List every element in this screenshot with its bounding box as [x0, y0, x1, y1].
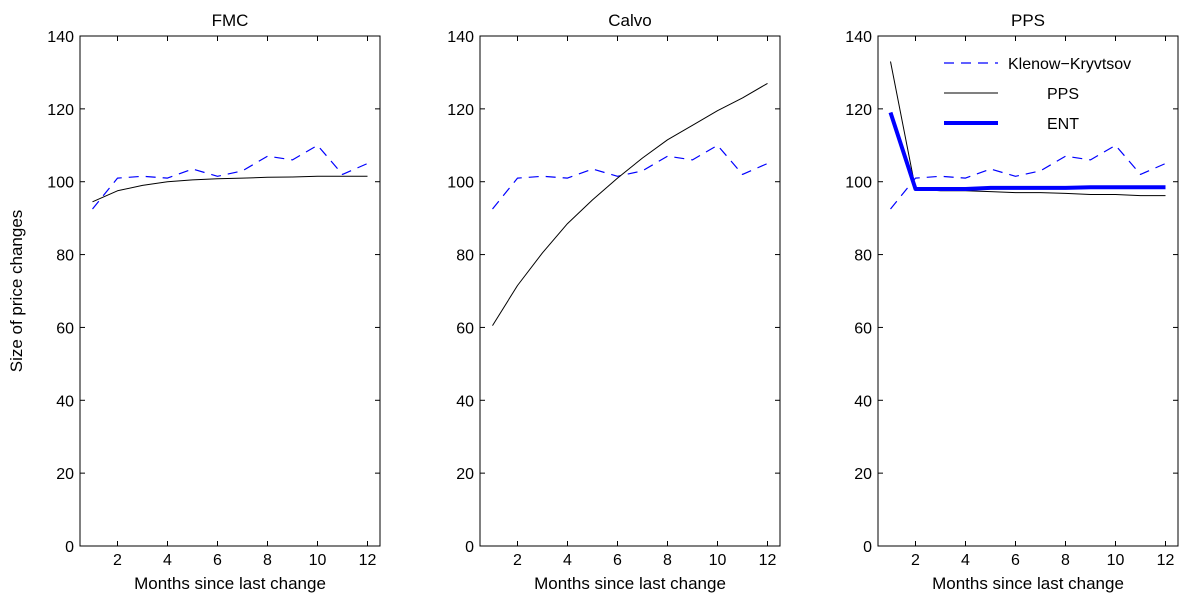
fmc-xlabel: Months since last change — [134, 574, 326, 593]
calvo-xtick-label-4: 4 — [563, 552, 572, 569]
pps-xtick-label-8: 8 — [1061, 552, 1070, 569]
pps-xtick-label-10: 10 — [1107, 552, 1125, 569]
pps-ytick-label-120: 120 — [845, 102, 872, 119]
pps-ytick-label-40: 40 — [854, 393, 872, 410]
pps-ytick-label-140: 140 — [845, 29, 872, 46]
fmc-xtick-label-2: 2 — [113, 552, 122, 569]
fmc-xtick-label-6: 6 — [213, 552, 222, 569]
calvo-series-calvo — [492, 82, 768, 326]
fmc-xtick-label-4: 4 — [163, 552, 172, 569]
pps-xtick-label-2: 2 — [911, 552, 920, 569]
pps-series-pps — [890, 61, 1166, 197]
calvo-ytick-label-80: 80 — [456, 248, 474, 265]
fmc-xtick-label-10: 10 — [309, 552, 327, 569]
calvo-xtick-label-8: 8 — [663, 552, 672, 569]
calvo-xtick-label-2: 2 — [513, 552, 522, 569]
fmc-series-klenow-kryvtsov — [92, 144, 368, 210]
calvo-ytick-label-0: 0 — [465, 539, 474, 556]
pps-ytick-label-100: 100 — [845, 175, 872, 192]
calvo-series-klenow-kryvtsov — [492, 144, 768, 210]
pps-title: PPS — [1011, 11, 1045, 30]
calvo-ytick-label-140: 140 — [447, 29, 474, 46]
fmc-ytick-label-40: 40 — [56, 393, 74, 410]
pps-legend-label-pps: PPS — [1047, 86, 1079, 103]
pps-legend-label-klenow-kryvtsov: Klenow−Kryvtsov — [1008, 56, 1131, 73]
fmc-xtick-label-12: 12 — [359, 552, 377, 569]
fmc-axes-box — [79, 35, 381, 547]
fmc-ytick-label-0: 0 — [65, 539, 74, 556]
fmc-ytick-label-80: 80 — [56, 248, 74, 265]
pps-ytick-label-0: 0 — [863, 539, 872, 556]
fmc-ytick-label-20: 20 — [56, 466, 74, 483]
fmc-ytick-label-60: 60 — [56, 320, 74, 337]
calvo-xtick-label-6: 6 — [613, 552, 622, 569]
calvo-ytick-label-100: 100 — [447, 175, 474, 192]
pps-series-klenow-kryvtsov — [890, 144, 1166, 210]
calvo-xtick-label-12: 12 — [759, 552, 777, 569]
pps-xtick-label-12: 12 — [1157, 552, 1175, 569]
calvo-axes-box — [479, 35, 781, 547]
calvo-xlabel: Months since last change — [534, 574, 726, 593]
pps-ytick-label-80: 80 — [854, 248, 872, 265]
pps-xtick-label-4: 4 — [961, 552, 970, 569]
fmc-xtick-label-8: 8 — [263, 552, 272, 569]
calvo-xtick-label-10: 10 — [709, 552, 727, 569]
pps-ytick-label-20: 20 — [854, 466, 872, 483]
pps-ytick-label-60: 60 — [854, 320, 872, 337]
pps-series-ent — [888, 111, 1166, 191]
calvo-ytick-label-20: 20 — [456, 466, 474, 483]
fmc-ytick-label-100: 100 — [47, 175, 74, 192]
pps-xtick-label-6: 6 — [1011, 552, 1020, 569]
pps-axes-box — [877, 35, 1179, 547]
fmc-ytick-label-140: 140 — [47, 29, 74, 46]
pps-legend-label-ent: ENT — [1047, 116, 1079, 133]
pps-xlabel: Months since last change — [932, 574, 1124, 593]
fmc-series-fmc — [92, 175, 368, 203]
calvo-ytick-label-120: 120 — [447, 102, 474, 119]
fmc-title: FMC — [212, 11, 249, 30]
calvo-ytick-label-40: 40 — [456, 393, 474, 410]
calvo-title: Calvo — [608, 11, 651, 30]
calvo-ytick-label-60: 60 — [456, 320, 474, 337]
fmc-ytick-label-120: 120 — [47, 102, 74, 119]
figure-ylabel: Size of price changes — [7, 210, 26, 373]
